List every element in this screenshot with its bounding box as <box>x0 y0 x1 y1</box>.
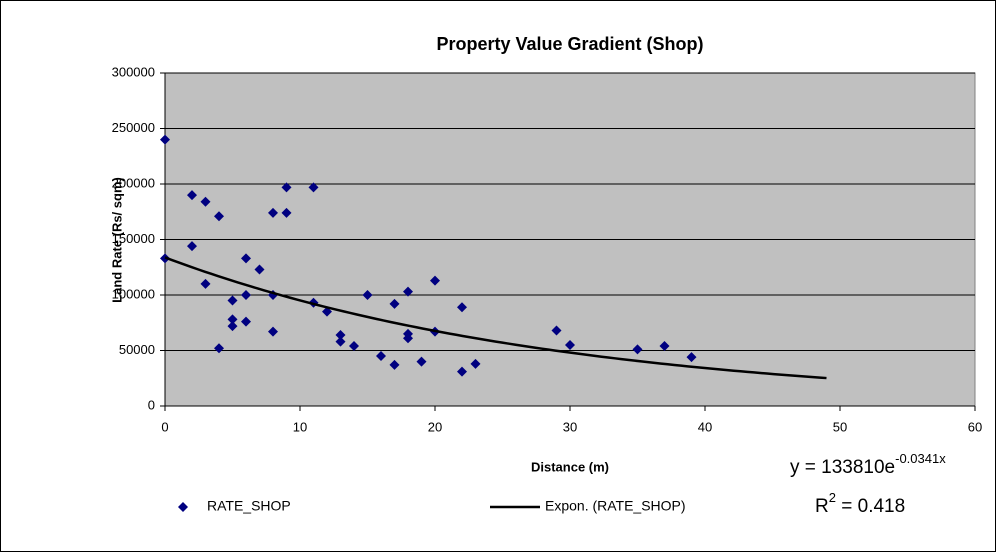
data-point <box>187 241 197 252</box>
data-point <box>457 302 467 313</box>
data-point <box>160 134 170 145</box>
data-point <box>335 336 346 347</box>
y-tick-label: 50000 <box>119 342 155 357</box>
r2-value: = 0.418 <box>836 496 905 517</box>
data-point <box>200 196 211 207</box>
data-point <box>565 339 575 350</box>
data-point <box>362 290 373 300</box>
data-point <box>241 316 251 327</box>
equation-base: y = 133810e <box>790 457 895 478</box>
data-point <box>200 278 211 289</box>
data-point <box>632 344 643 355</box>
data-point <box>214 211 224 222</box>
data-point <box>659 341 670 352</box>
equation-exponent: -0.0341x <box>895 451 946 466</box>
trendline <box>164 256 827 380</box>
data-point <box>389 298 400 309</box>
trendline-equation: y = 133810e-0.0341x <box>790 451 946 478</box>
r2-base: R <box>815 496 829 517</box>
x-tick-label: 60 <box>968 419 982 434</box>
y-tick-label: 150000 <box>112 231 155 246</box>
data-point <box>241 253 251 264</box>
data-point <box>403 333 413 344</box>
x-tick-label: 20 <box>428 419 442 434</box>
data-point <box>335 329 346 340</box>
y-tick-label: 100000 <box>112 286 155 301</box>
data-point <box>268 207 278 218</box>
data-point <box>403 286 413 297</box>
data-point <box>187 190 197 201</box>
x-tick-label: 0 <box>161 419 168 434</box>
data-point <box>389 359 400 370</box>
data-point <box>241 290 251 300</box>
legend-label: RATE_SHOP <box>207 498 291 514</box>
r-squared: R2 = 0.418 <box>815 490 905 517</box>
data-point <box>457 366 467 377</box>
data-point <box>376 351 386 362</box>
data-point <box>281 207 292 218</box>
y-tick-label: 200000 <box>112 175 155 190</box>
x-tick-label: 10 <box>293 419 307 434</box>
data-point <box>281 182 292 193</box>
data-point <box>349 341 359 352</box>
x-axis-title: Distance (m) <box>531 459 609 474</box>
data-point <box>254 264 265 275</box>
x-tick-label: 30 <box>563 419 577 434</box>
x-tick-label: 40 <box>698 419 712 434</box>
data-point <box>227 321 238 332</box>
data-point <box>416 356 427 367</box>
data-point <box>227 314 238 325</box>
data-point <box>214 343 224 354</box>
data-point <box>470 358 481 369</box>
legend-label: Expon. (RATE_SHOP) <box>545 498 686 514</box>
data-point <box>430 275 440 286</box>
y-tick-label: 300000 <box>112 64 155 79</box>
chart-title: Property Value Gradient (Shop) <box>436 34 703 54</box>
r2-power: 2 <box>829 490 836 505</box>
data-point <box>308 182 319 193</box>
y-axis-title: Land Rate (Rs/ sqm) <box>109 177 124 303</box>
y-tick-label: 250000 <box>112 120 155 135</box>
y-tick-label: 0 <box>148 397 155 412</box>
data-point <box>551 325 562 336</box>
legend-marker <box>178 502 188 512</box>
data-point <box>227 295 238 306</box>
data-point <box>686 352 697 363</box>
data-point <box>268 326 278 337</box>
x-tick-label: 50 <box>833 419 847 434</box>
